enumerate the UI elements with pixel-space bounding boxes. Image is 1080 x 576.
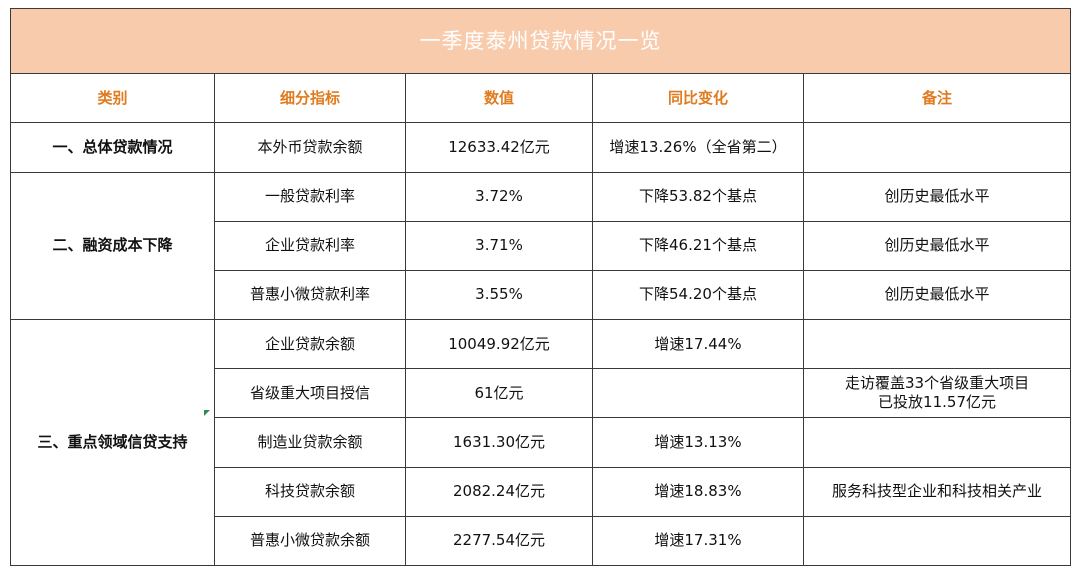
change-cell: 增速17.44% [592, 319, 804, 370]
remark-cell: 走访覆盖33个省级重大项目 已投放11.57亿元 [802, 368, 1072, 419]
table-row: 企业贷款利率 3.71% 下降46.21个基点 创历史最低水平 [11, 220, 1072, 271]
indicator-cell: 普惠小微贷款利率 [214, 269, 406, 321]
indicator-cell: 企业贷款余额 [214, 319, 406, 370]
remark-cell [802, 417, 1072, 468]
table-row: 省级重大项目授信 61亿元 走访覆盖33个省级重大项目 已投放11.57亿元 [11, 368, 1072, 419]
value-cell: 2082.24亿元 [405, 466, 593, 517]
indicator-cell: 省级重大项目授信 [214, 368, 406, 419]
indicator-cell: 科技贷款余额 [214, 466, 406, 517]
indicator-cell: 本外币贷款余额 [214, 122, 406, 173]
value-cell: 2277.54亿元 [405, 515, 593, 567]
indicator-cell: 普惠小微贷款余额 [214, 515, 406, 567]
table-row: 三、重点领域信贷支持 企业贷款余额 10049.92亿元 增速17.44% [10, 319, 1072, 566]
remark-cell: 创历史最低水平 [802, 220, 1072, 271]
change-cell: 下降46.21个基点 [592, 220, 804, 271]
header-value: 数值 [405, 73, 593, 124]
remark-cell [802, 122, 1072, 173]
indicator-cell: 企业贷款利率 [214, 220, 406, 271]
change-cell: 下降54.20个基点 [592, 269, 804, 321]
table-row: 普惠小微贷款利率 3.55% 下降54.20个基点 创历史最低水平 [11, 269, 1072, 321]
header-row: 类别 细分指标 数值 同比变化 备注 [10, 73, 1072, 124]
category-financing-cost: 二、融资成本下降 [10, 171, 215, 321]
table-row: 一、总体贷款情况 本外币贷款余额 12633.42亿元 增速13.26%（全省第… [10, 122, 1072, 173]
indicator-cell: 一般贷款利率 [214, 171, 406, 222]
table-row: 普惠小微贷款余额 2277.54亿元 增速17.31% [11, 515, 1072, 567]
remark-line: 已投放11.57亿元 [878, 393, 996, 412]
table-row: 科技贷款余额 2082.24亿元 增速18.83% 服务科技型企业和科技相关产业 [11, 466, 1072, 517]
change-cell: 增速17.31% [592, 515, 804, 567]
indicator-cell: 制造业贷款余额 [214, 417, 406, 468]
remark-cell: 创历史最低水平 [802, 171, 1072, 222]
table-row: 制造业贷款余额 1631.30亿元 增速13.13% [11, 417, 1072, 468]
value-cell: 10049.92亿元 [405, 319, 593, 370]
remark-cell: 创历史最低水平 [802, 269, 1072, 321]
header-remark: 备注 [802, 73, 1072, 124]
change-cell: 下降53.82个基点 [592, 171, 804, 222]
category-overall: 一、总体贷款情况 [10, 122, 215, 173]
change-cell: 增速13.13% [592, 417, 804, 468]
remark-cell: 服务科技型企业和科技相关产业 [802, 466, 1072, 517]
value-cell: 3.72% [405, 171, 593, 222]
value-cell: 12633.42亿元 [405, 122, 593, 173]
value-cell: 3.71% [405, 220, 593, 271]
value-cell: 1631.30亿元 [405, 417, 593, 468]
remark-cell [802, 319, 1072, 370]
table-row: 二、融资成本下降 一般贷款利率 3.72% 下降53.82个基点 创历史最低水平 [10, 171, 1072, 321]
title-row: 一季度泰州贷款情况一览 [9, 7, 1072, 75]
remark-line: 走访覆盖33个省级重大项目 [844, 374, 1030, 393]
change-cell: 增速18.83% [592, 466, 804, 517]
header-indicator: 细分指标 [214, 73, 406, 124]
cell-comment-marker [204, 410, 210, 416]
remark-cell [802, 515, 1072, 567]
value-cell: 3.55% [405, 269, 593, 321]
loan-table-container: 一季度泰州贷款情况一览 类别 细分指标 数值 同比变化 备注 一、总体贷款情况 … [9, 7, 1072, 567]
table-title: 一季度泰州贷款情况一览 [9, 7, 1072, 75]
value-cell: 61亿元 [405, 368, 593, 419]
change-cell: 增速13.26%（全省第二） [592, 122, 804, 173]
header-change: 同比变化 [592, 73, 804, 124]
header-category: 类别 [10, 73, 215, 124]
loan-summary-table: 一季度泰州贷款情况一览 类别 细分指标 数值 同比变化 备注 一、总体贷款情况 … [9, 7, 1072, 567]
category-key-areas: 三、重点领域信贷支持 [10, 319, 215, 566]
change-cell [592, 368, 804, 419]
